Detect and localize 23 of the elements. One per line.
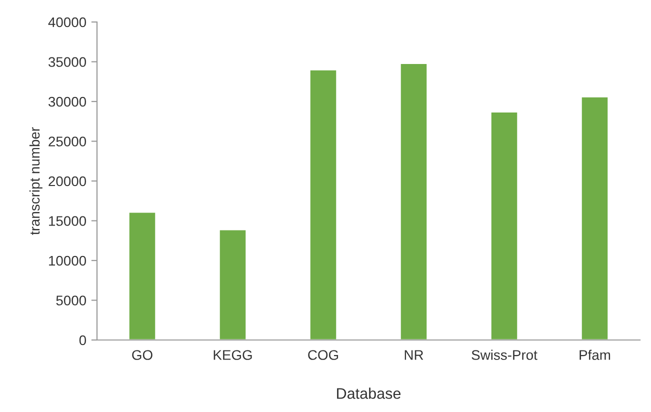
x-tick-label: NR xyxy=(404,350,424,360)
x-tick-label: Pfam xyxy=(580,350,610,360)
y-tick-label: 10000 xyxy=(49,256,86,266)
y-tick-label: 0 xyxy=(79,335,86,346)
y-tick-label: 15000 xyxy=(49,216,86,226)
bar xyxy=(490,111,519,340)
y-tick-label: 40000 xyxy=(48,17,86,28)
bar xyxy=(399,62,428,340)
bar xyxy=(128,211,157,340)
x-tick-label: KEGG xyxy=(214,350,252,360)
x-tick-label: Swiss-Prot xyxy=(472,350,538,360)
y-tick-label: 35000 xyxy=(48,57,86,67)
x-tick-label: COG xyxy=(308,350,338,360)
y-tick-label: 30000 xyxy=(48,96,86,107)
x-tick-label: GO xyxy=(132,350,152,360)
y-tick-label: 5000 xyxy=(56,296,86,306)
y-axis-title: transcript number xyxy=(29,127,42,235)
y-tick-label: 20000 xyxy=(48,176,86,186)
bar xyxy=(580,96,610,340)
y-tick-label: 25000 xyxy=(48,136,86,146)
x-axis-title: Database xyxy=(337,388,401,399)
bar xyxy=(308,69,338,340)
bar xyxy=(218,228,248,340)
